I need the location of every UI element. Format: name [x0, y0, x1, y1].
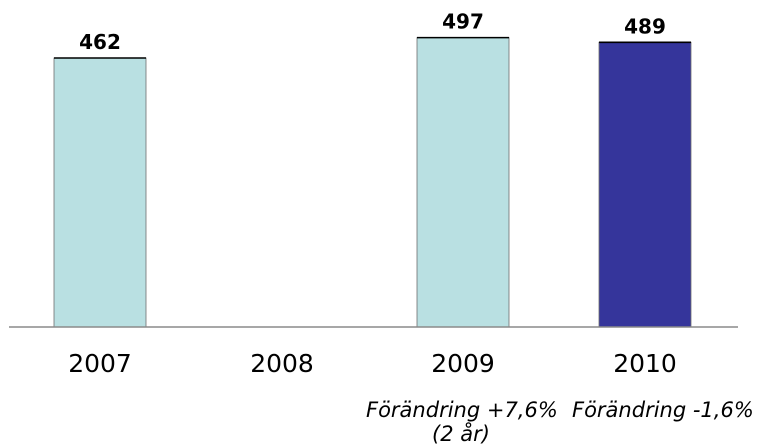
bar-2009: [416, 37, 510, 328]
bars-group: [53, 36, 692, 328]
data-label-2009: 497: [442, 10, 484, 34]
bar-2007: [53, 57, 147, 328]
change-note-2009-period: (2 år): [432, 422, 490, 446]
x-tick-label-2009: 2009: [431, 349, 495, 378]
labels-group: 462 2007 2008 497 2009 489 2010: [68, 10, 677, 378]
x-tick-label-2007: 2007: [68, 349, 132, 378]
x-tick-label-2008: 2008: [250, 349, 314, 378]
change-note-2010: Förändring -1,6%: [572, 398, 754, 422]
x-tick-label-2010: 2010: [613, 349, 677, 378]
data-label-2010: 489: [624, 14, 666, 38]
change-note-2009: Förändring +7,6%: [366, 398, 558, 422]
data-label-2007: 462: [79, 30, 121, 54]
bar-2010: [598, 41, 692, 328]
